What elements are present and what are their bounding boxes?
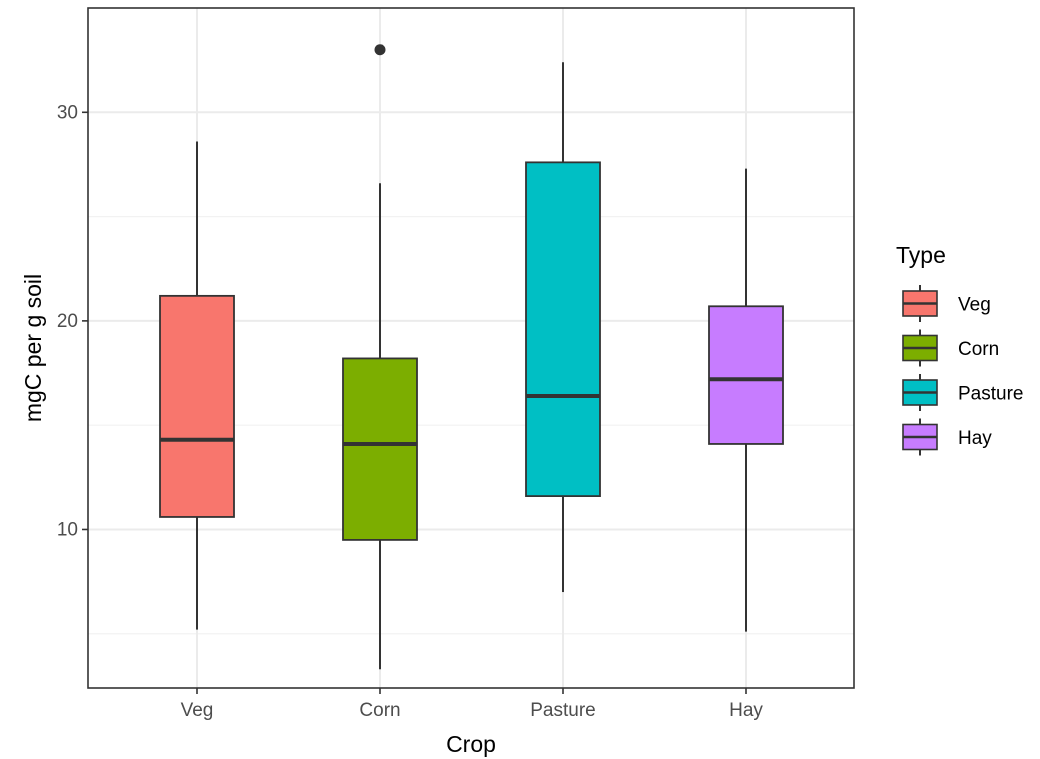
box-pasture: [525, 62, 601, 593]
box-corn: [342, 44, 418, 670]
box-iqr: [525, 161, 601, 497]
legend: Veg Corn Pasture Hay: [902, 285, 1023, 456]
y-tick-label: 20: [57, 311, 78, 332]
legend-label: Corn: [958, 339, 999, 360]
x-axis-title: Crop: [446, 731, 496, 757]
legend-title: Type: [896, 242, 946, 268]
y-tick-label: 10: [57, 519, 78, 540]
x-tick-label: Pasture: [530, 700, 595, 721]
box-hay: [708, 168, 784, 632]
legend-item-hay: Hay: [902, 418, 992, 456]
box-iqr: [159, 294, 235, 518]
x-tick-label: Veg: [181, 700, 214, 721]
x-tick-label: Corn: [359, 700, 400, 721]
outlier-point: [374, 44, 386, 56]
y-tick-label: 30: [57, 102, 78, 123]
legend-label: Veg: [958, 295, 991, 316]
legend-label: Hay: [958, 428, 992, 449]
legend-item-pasture: Pasture: [902, 374, 1023, 411]
legend-label: Pasture: [958, 384, 1023, 405]
box-iqr: [342, 357, 418, 541]
legend-item-corn: Corn: [902, 329, 999, 367]
x-tick-label: Hay: [729, 700, 763, 721]
box-iqr: [708, 305, 784, 445]
box-veg: [159, 141, 235, 630]
panel-border: [87, 7, 855, 689]
legend-item-veg: Veg: [902, 285, 991, 322]
y-axis-title: mgC per g soil: [20, 274, 46, 422]
axis-layer: 10 20 30 Veg Corn Pasture Hay: [57, 102, 764, 721]
box-layer: [159, 44, 784, 670]
